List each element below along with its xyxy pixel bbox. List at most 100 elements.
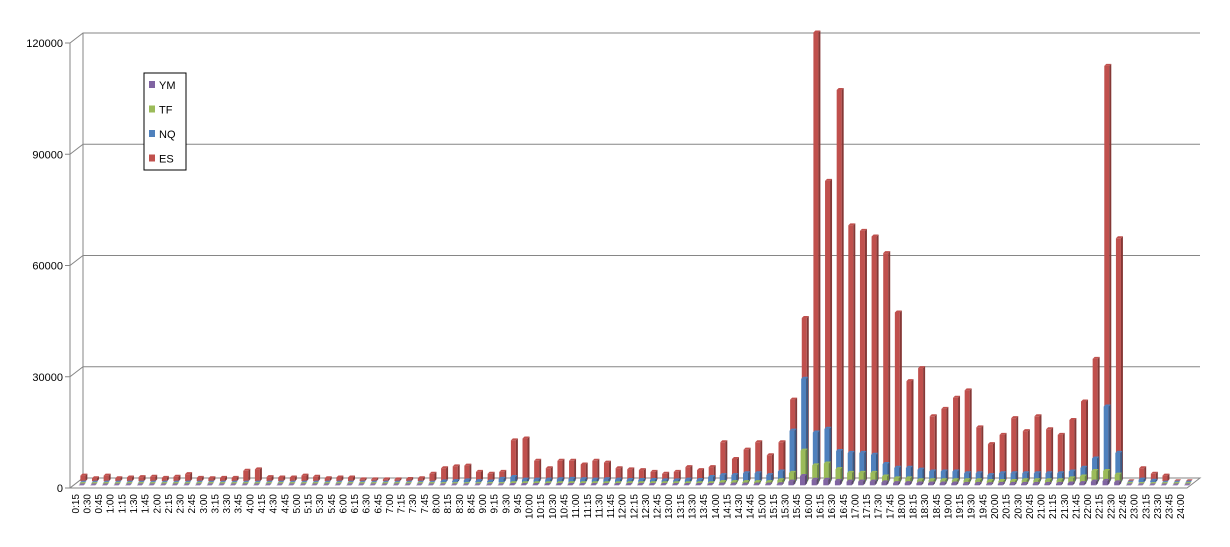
x-tick-label: 15:30 bbox=[781, 494, 792, 519]
bar-ym bbox=[567, 482, 575, 486]
bar-front bbox=[929, 471, 935, 483]
bar-ym bbox=[695, 482, 703, 486]
gridline bbox=[69, 143, 1200, 155]
bar-top bbox=[1079, 481, 1087, 484]
bar-es bbox=[627, 467, 635, 482]
bar-top bbox=[836, 449, 844, 452]
bar-side bbox=[1049, 481, 1052, 486]
bar-base bbox=[206, 483, 214, 486]
bar-side bbox=[376, 477, 379, 482]
gridline bbox=[69, 255, 1200, 266]
bar-side bbox=[1037, 481, 1040, 486]
bar-side bbox=[888, 251, 891, 482]
bar-front bbox=[1104, 65, 1110, 482]
x-tick-label: 13:30 bbox=[687, 494, 698, 519]
bar-ym bbox=[962, 481, 970, 486]
x-tick-label: 8:45 bbox=[466, 494, 477, 514]
bar-es bbox=[417, 476, 425, 482]
bar-top bbox=[580, 462, 588, 465]
bar-es bbox=[894, 310, 902, 482]
bar-top bbox=[987, 442, 995, 445]
bar-side bbox=[864, 228, 867, 482]
bar-top bbox=[545, 477, 553, 480]
bar-ym bbox=[939, 481, 947, 486]
bar-front bbox=[1046, 429, 1052, 482]
legend-swatch-nq bbox=[149, 130, 155, 137]
x-tick-label: 11:45 bbox=[606, 494, 617, 519]
bar-ym bbox=[846, 479, 854, 486]
x-tick-label: 16:30 bbox=[827, 494, 838, 519]
bar-front bbox=[951, 483, 957, 486]
bar-side bbox=[480, 479, 483, 483]
bar-side bbox=[735, 482, 738, 486]
bar-top bbox=[939, 481, 947, 484]
bar-front bbox=[987, 475, 993, 483]
bar-base bbox=[381, 483, 389, 486]
bar-front bbox=[103, 475, 109, 482]
bar-side bbox=[190, 472, 193, 482]
bar-es bbox=[115, 476, 123, 482]
bar-top bbox=[520, 482, 528, 485]
bar-top bbox=[103, 473, 111, 476]
bar-top bbox=[812, 430, 820, 433]
bar-top bbox=[1080, 465, 1088, 468]
bar-top bbox=[464, 463, 472, 466]
x-tick-label: 2:00 bbox=[152, 494, 163, 514]
bars bbox=[78, 30, 1193, 486]
bar-front bbox=[615, 468, 621, 482]
x-tick-label: 21:15 bbox=[1048, 494, 1059, 519]
bar-front bbox=[603, 479, 609, 483]
x-tick-label: 7:00 bbox=[385, 494, 396, 514]
bar-side bbox=[934, 414, 937, 482]
bar-es bbox=[569, 458, 577, 482]
bar-side bbox=[120, 476, 123, 482]
bar-top bbox=[836, 87, 844, 90]
x-tick-label: 4:45 bbox=[280, 494, 291, 514]
bar-ym bbox=[148, 483, 156, 486]
bar-base bbox=[1149, 483, 1157, 486]
bar-ym bbox=[927, 481, 935, 486]
bar-top bbox=[475, 479, 483, 482]
bar-side bbox=[595, 482, 598, 486]
bar-base bbox=[253, 483, 261, 486]
legend-swatch-tf bbox=[149, 105, 155, 113]
bar-front bbox=[534, 460, 540, 482]
bar-top bbox=[185, 472, 193, 475]
bar-top bbox=[813, 30, 821, 33]
bar-front bbox=[80, 475, 86, 482]
bar-top bbox=[777, 469, 785, 472]
bar-base bbox=[1160, 483, 1168, 486]
x-tick-label: 6:15 bbox=[350, 494, 361, 514]
bar-ym bbox=[834, 478, 842, 486]
bar-front bbox=[718, 484, 724, 486]
bar-top bbox=[730, 482, 738, 485]
bar-top bbox=[777, 478, 785, 481]
y-tick-label: 30000 bbox=[32, 372, 63, 384]
bar-es bbox=[976, 425, 984, 482]
bar-front bbox=[1114, 474, 1120, 484]
bar-es bbox=[359, 477, 367, 482]
bar-front bbox=[834, 480, 840, 486]
bar-front bbox=[1103, 406, 1109, 483]
bar-top bbox=[1022, 471, 1030, 474]
bar-ym bbox=[881, 480, 889, 486]
bar-top bbox=[801, 316, 809, 319]
bar-top bbox=[1081, 399, 1089, 402]
x-tick-label: 10:30 bbox=[548, 494, 559, 519]
bar-top bbox=[615, 477, 623, 480]
bar-side bbox=[1108, 404, 1111, 483]
bar-top bbox=[126, 475, 134, 478]
bar-side bbox=[632, 467, 635, 482]
bar-front bbox=[777, 471, 783, 483]
bar-side bbox=[108, 473, 111, 482]
bar-top bbox=[638, 468, 646, 471]
bar-front bbox=[521, 479, 527, 483]
bar-front bbox=[846, 481, 852, 486]
bar-es bbox=[278, 475, 286, 482]
bar-top bbox=[765, 482, 773, 485]
bar-base bbox=[241, 483, 249, 486]
bar-front bbox=[940, 471, 946, 483]
bar-front bbox=[812, 432, 818, 483]
bar-side bbox=[642, 482, 645, 486]
